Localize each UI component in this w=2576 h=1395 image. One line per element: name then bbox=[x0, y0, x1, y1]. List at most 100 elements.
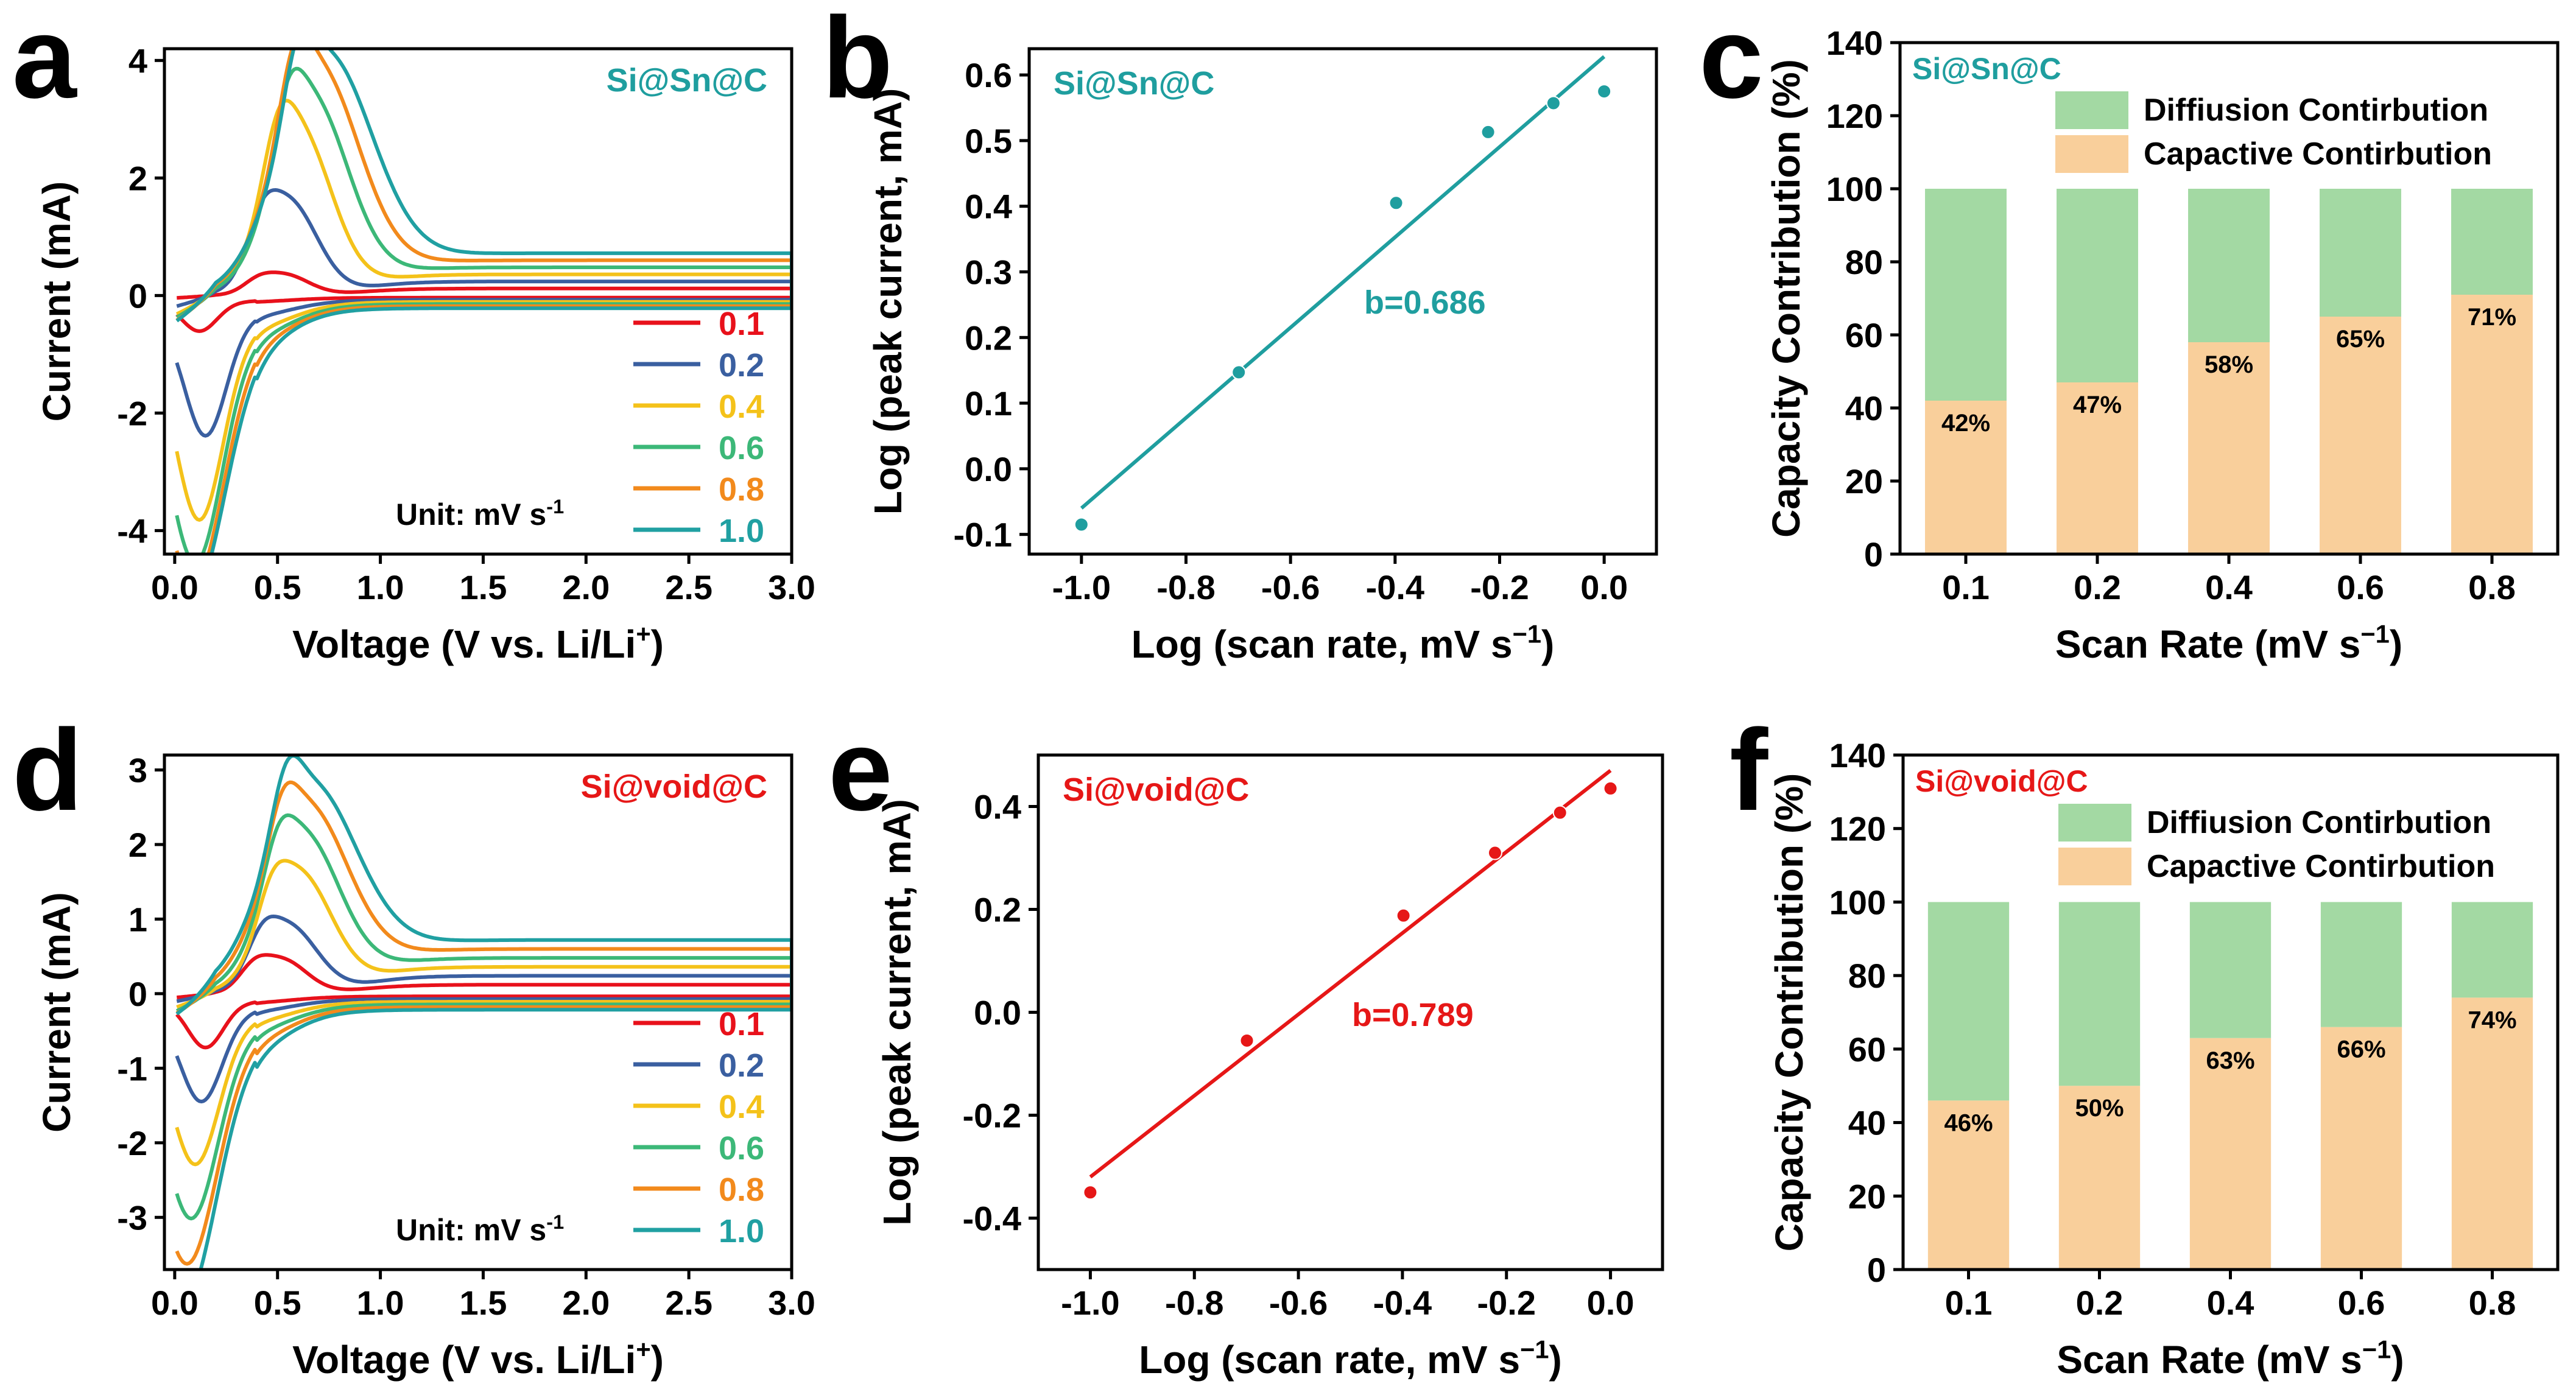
panel-f-ytick-label: 0 bbox=[1867, 1251, 1886, 1289]
fit-line bbox=[1080, 55, 1606, 510]
legend-label-0-2: 0.2 bbox=[719, 1047, 764, 1084]
panel-a-ytick-label: 2 bbox=[128, 159, 147, 197]
data-point bbox=[1597, 84, 1612, 99]
panel-c-ytick-label: 60 bbox=[1845, 316, 1883, 354]
panel-c-ytick-label: 120 bbox=[1826, 97, 1883, 135]
panel-a-xtick-label: 3.0 bbox=[768, 568, 815, 606]
panel-d-xtick-label: 2.5 bbox=[665, 1284, 713, 1322]
panel-a-xtick-label: 1.0 bbox=[357, 568, 404, 606]
panel-letter-b: b bbox=[822, 0, 893, 122]
bar-value-label: 66% bbox=[2337, 1036, 2385, 1063]
panel-c-ytick-label: 80 bbox=[1845, 243, 1883, 281]
bar-capacitive bbox=[2320, 1027, 2402, 1270]
panel-d-xlabel: Voltage (V vs. Li/Li+) bbox=[292, 1335, 664, 1382]
bar-value-label: 63% bbox=[2206, 1047, 2254, 1074]
panel-b-xtick-label: -0.6 bbox=[1261, 568, 1320, 606]
panel-b-xtick-label: -0.2 bbox=[1470, 568, 1529, 606]
panel-e-xtick-label: 0.0 bbox=[1587, 1284, 1635, 1322]
bar-capacitive bbox=[2058, 1086, 2141, 1270]
panel-b-ylabel: Log (peak current, mA) bbox=[866, 88, 910, 515]
panel-a-xlabel: Voltage (V vs. Li/Li+) bbox=[292, 620, 664, 666]
legend-swatch-capacitive bbox=[2055, 135, 2128, 173]
panel-c-ytick-label: 0 bbox=[1864, 535, 1883, 574]
panel-b-frame bbox=[1027, 47, 1658, 556]
bar-capacitive bbox=[2189, 1038, 2272, 1270]
data-point bbox=[1231, 365, 1247, 380]
bar-diffusion bbox=[2057, 189, 2138, 382]
panel-f-ytick-label: 20 bbox=[1848, 1177, 1886, 1215]
panel-b-xtick-label: -0.4 bbox=[1366, 568, 1425, 606]
legend-label-capacitive: Capactive Contirbution bbox=[2147, 849, 2495, 884]
panel-a-unit-note: Unit: mV s-1 bbox=[396, 496, 564, 532]
panel-d-xtick-label: 0.5 bbox=[254, 1284, 301, 1322]
panel-e-title: Si@void@C bbox=[1063, 771, 1249, 808]
panel-letter-f: f bbox=[1730, 706, 1768, 835]
panel-c-frame bbox=[1898, 41, 2560, 556]
panel-c-xtick-label: 0.2 bbox=[2074, 568, 2121, 606]
panel-b-ytick-label: 0.6 bbox=[965, 56, 1012, 94]
panel-d-ytick-label: -2 bbox=[117, 1124, 147, 1162]
bar-value-label: 46% bbox=[1944, 1109, 1993, 1136]
panel-f-ytick-label: 100 bbox=[1829, 883, 1886, 921]
cv-series-0-6 bbox=[175, 813, 792, 1221]
panel-d-unit-note: Unit: mV s-1 bbox=[396, 1211, 564, 1247]
panel-a-ytick-label: -2 bbox=[117, 394, 147, 432]
panel-f-xtick-label: 0.1 bbox=[1945, 1284, 1993, 1322]
panel-b-ytick-label: 0.0 bbox=[965, 450, 1012, 488]
panel-f-ytick-label: 140 bbox=[1829, 736, 1886, 775]
panel-f-ytick-label: 60 bbox=[1848, 1030, 1886, 1069]
panel-a-ytick-label: -4 bbox=[117, 511, 147, 550]
panel-d-xtick-label: 2.0 bbox=[562, 1284, 610, 1322]
panel-f-frame bbox=[1901, 753, 2560, 1271]
legend-label-diffusion: Diffiusion Contirbution bbox=[2144, 93, 2488, 128]
panel-e-xtick-label: -1.0 bbox=[1061, 1284, 1120, 1322]
panel-letter-e: e bbox=[828, 706, 893, 835]
panel-b-ytick-label: 0.4 bbox=[965, 188, 1012, 226]
panel-a-xtick-label: 0.0 bbox=[151, 568, 199, 606]
legend-swatch-diffusion bbox=[2058, 804, 2131, 842]
bar-value-label: 65% bbox=[2336, 326, 2385, 353]
legend-label-0-1: 0.1 bbox=[719, 306, 764, 342]
panel-c-ytick-label: 140 bbox=[1826, 24, 1883, 62]
panel-f-xtick-label: 0.4 bbox=[2207, 1284, 2254, 1322]
cv-series-0-4 bbox=[175, 859, 792, 1167]
panel-f-ytick-label: 80 bbox=[1848, 957, 1886, 995]
legend-swatch-diffusion bbox=[2055, 91, 2128, 129]
legend-label-0-6: 0.6 bbox=[719, 1130, 764, 1167]
panel-a-xtick-label: 2.0 bbox=[562, 568, 610, 606]
panel-c-ytick-label: 100 bbox=[1826, 170, 1883, 208]
panel-f-xtick-label: 0.8 bbox=[2469, 1284, 2516, 1322]
panel-d-title: Si@void@C bbox=[581, 768, 767, 805]
panel-e-xtick-label: -0.4 bbox=[1373, 1284, 1432, 1322]
fit-line bbox=[1089, 768, 1612, 1179]
legend-label-0-4: 0.4 bbox=[719, 388, 764, 425]
legend-label-0-1: 0.1 bbox=[719, 1006, 764, 1042]
panel-letter-d: d bbox=[12, 706, 83, 835]
panel-b-xtick-label: -0.8 bbox=[1156, 568, 1216, 606]
data-point bbox=[1239, 1033, 1255, 1048]
data-point bbox=[1074, 517, 1089, 532]
panel-e-ylabel: Log (peak current, mA) bbox=[875, 799, 919, 1226]
panel-a-xtick-label: 0.5 bbox=[254, 568, 301, 606]
panel-b-ytick-label: 0.3 bbox=[965, 253, 1012, 291]
cv-series-0-1 bbox=[175, 953, 792, 1050]
bar-capacitive bbox=[1925, 401, 2007, 554]
bar-value-label: 50% bbox=[2075, 1095, 2124, 1122]
panel-b-ytick-label: 0.1 bbox=[965, 384, 1012, 423]
bar-capacitive bbox=[1927, 1100, 2010, 1270]
data-point bbox=[1603, 781, 1618, 796]
panel-d-frame bbox=[163, 753, 794, 1271]
cv-series-0-6 bbox=[175, 66, 792, 554]
panel-a-ytick-label: 4 bbox=[128, 41, 147, 80]
panel-d-xtick-label: 0.0 bbox=[151, 1284, 199, 1322]
panel-f-ylabel: Capacity Contribution (%) bbox=[1767, 773, 1811, 1252]
panel-e-frame bbox=[1036, 753, 1664, 1271]
bar-diffusion bbox=[2320, 189, 2401, 317]
cv-series-0-8 bbox=[175, 780, 792, 1266]
bar-diffusion bbox=[1927, 902, 2010, 1101]
panel-d-ytick-label: -1 bbox=[117, 1049, 147, 1088]
panel-d-curves bbox=[175, 755, 792, 1270]
bar-capacitive bbox=[2451, 997, 2533, 1270]
panel-d: 0.0 0.5 1.0 1.5 2.0 2.5 3.0 -3 -2 -1 0 1 2 3 Voltage (… bbox=[35, 751, 815, 1382]
